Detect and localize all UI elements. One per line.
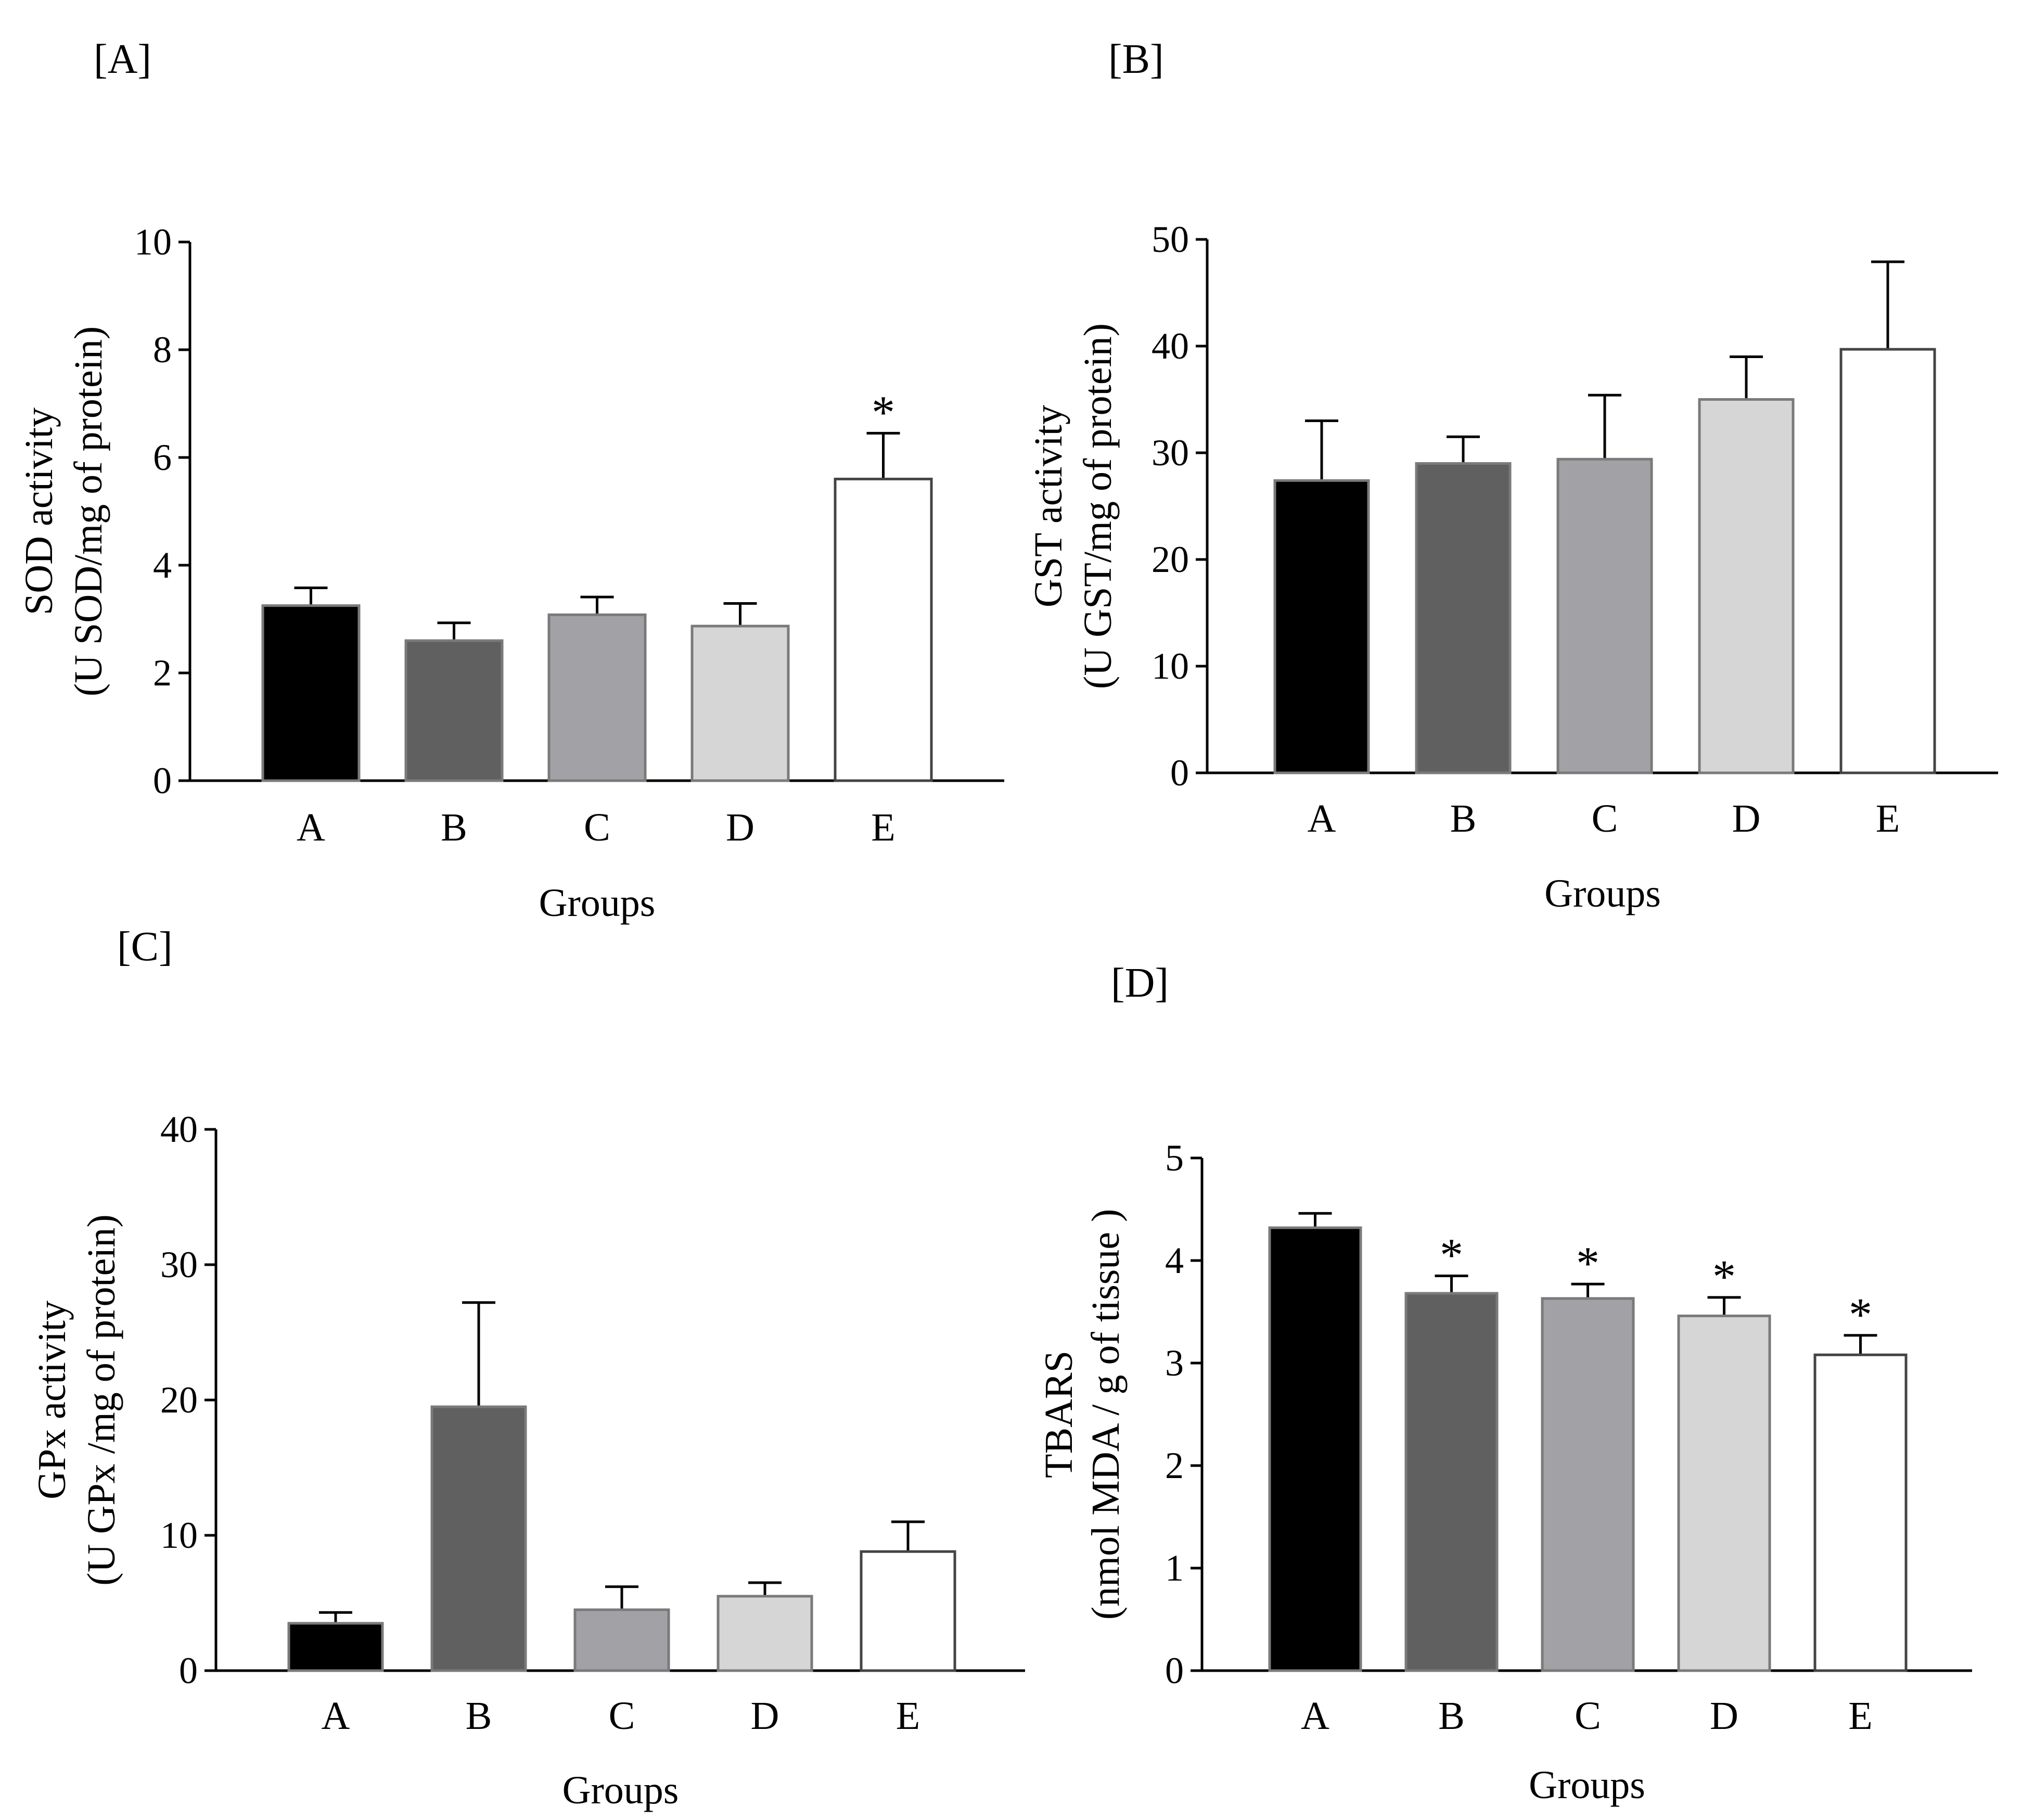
x-tick-label: E xyxy=(896,1694,920,1738)
y-tick-label: 30 xyxy=(160,1244,198,1286)
bar-b xyxy=(404,639,504,782)
bar-e xyxy=(860,1550,956,1672)
y-tick-label: 0 xyxy=(153,760,172,801)
panel-label: [B] xyxy=(1108,36,1164,82)
bar-a xyxy=(1268,1226,1362,1672)
chart-panel-1: [A] 0 2 4 6 8 10 A B C D E * Groups SOD activity (U SOD… xyxy=(17,36,1004,925)
y-tick-label: 0 xyxy=(1170,752,1189,794)
x-tick-label: B xyxy=(466,1694,492,1738)
y-axis-title: GST activity xyxy=(1027,405,1070,607)
significance-marker: * xyxy=(1576,1238,1600,1289)
x-axis-title: Groups xyxy=(1544,872,1661,915)
y-tick-label: 2 xyxy=(1165,1445,1184,1486)
x-axis-title: Groups xyxy=(562,1768,679,1812)
x-tick-label: B xyxy=(1450,797,1477,841)
x-tick-label: B xyxy=(441,806,467,849)
significance-marker: * xyxy=(1712,1251,1736,1303)
x-tick-label: A xyxy=(1308,797,1336,841)
y-tick-label: 6 xyxy=(153,437,172,478)
bar-b xyxy=(1415,462,1512,774)
x-axis-title: Groups xyxy=(539,881,656,925)
y-axis-title: TBARS xyxy=(1037,1351,1081,1478)
y-axis-title: GPx activity xyxy=(30,1301,74,1499)
bar-a xyxy=(1273,479,1370,774)
chart-panel-3: [C] 0 10 20 30 40 A B C D E Groups GPx activity (U GP… xyxy=(30,924,1025,1812)
y-tick-label: 10 xyxy=(1152,645,1189,687)
y-tick-label: 40 xyxy=(160,1109,198,1150)
x-tick-label: E xyxy=(1876,797,1900,841)
bar-e xyxy=(834,477,933,782)
x-tick-label: B xyxy=(1438,1694,1465,1738)
y-tick-label: 3 xyxy=(1165,1342,1184,1384)
y-tick-label: 4 xyxy=(1165,1240,1184,1281)
y-axis-subtitle: (U GST/mg of protein) xyxy=(1076,323,1120,689)
chart-panel-4: [D] 0 1 2 3 4 5 A B * C * D * E * Groups TBARS (nmol MDA /… xyxy=(1037,960,1972,1807)
x-tick-label: D xyxy=(1732,797,1761,841)
y-tick-label: 20 xyxy=(1152,539,1189,580)
x-tick-label: A xyxy=(297,806,325,849)
bar-d xyxy=(690,625,790,782)
bar-b xyxy=(430,1405,527,1672)
x-tick-label: D xyxy=(1710,1694,1738,1738)
bar-c xyxy=(573,1608,670,1672)
bar-d xyxy=(1677,1314,1771,1672)
bar-d xyxy=(717,1595,813,1672)
y-axis-subtitle: (U SOD/mg of protein) xyxy=(67,326,110,696)
x-tick-label: C xyxy=(584,806,610,849)
significance-marker: * xyxy=(1440,1230,1463,1281)
x-tick-label: D xyxy=(751,1694,779,1738)
y-tick-label: 5 xyxy=(1165,1137,1184,1179)
x-tick-label: A xyxy=(1301,1694,1329,1738)
y-tick-label: 0 xyxy=(1165,1650,1184,1691)
significance-marker: * xyxy=(872,387,895,438)
y-axis-title: SOD activity xyxy=(17,408,61,615)
y-tick-label: 8 xyxy=(153,329,172,371)
y-tick-label: 50 xyxy=(1152,219,1189,260)
y-axis-subtitle: (nmol MDA / g of tissue ) xyxy=(1084,1209,1128,1620)
bar-c xyxy=(547,613,647,782)
panel-label: [C] xyxy=(117,924,173,970)
y-tick-label: 1 xyxy=(1165,1547,1184,1589)
y-tick-label: 20 xyxy=(160,1379,198,1421)
bar-e xyxy=(1813,1353,1908,1672)
panel-label: [A] xyxy=(94,36,151,82)
y-axis-subtitle: (U GPx /mg of protein) xyxy=(80,1214,123,1585)
x-tick-label: D xyxy=(726,806,754,849)
x-axis-title: Groups xyxy=(1529,1763,1645,1807)
y-tick-label: 30 xyxy=(1152,432,1189,474)
bar-c xyxy=(1556,457,1653,774)
x-tick-label: E xyxy=(1848,1694,1872,1738)
x-tick-label: A xyxy=(322,1694,350,1738)
x-tick-label: E xyxy=(871,806,895,849)
bar-a xyxy=(287,1622,384,1672)
bar-d xyxy=(1698,398,1795,774)
bar-a xyxy=(261,604,361,782)
chart-panel-2: [B] 0 10 20 30 40 50 A B C D E Groups GST activity (U … xyxy=(1027,36,1998,915)
bar-b xyxy=(1404,1292,1499,1672)
x-tick-label: C xyxy=(609,1694,635,1738)
y-tick-label: 40 xyxy=(1152,325,1189,367)
bar-c xyxy=(1541,1297,1635,1672)
y-tick-label: 4 xyxy=(153,544,172,586)
y-tick-label: 2 xyxy=(153,652,172,694)
bar-e xyxy=(1839,348,1936,774)
significance-marker: * xyxy=(1849,1289,1872,1341)
y-tick-label: 0 xyxy=(179,1650,198,1691)
y-tick-label: 10 xyxy=(160,1514,198,1556)
x-tick-label: C xyxy=(1592,797,1618,841)
panel-label: [D] xyxy=(1111,960,1169,1006)
y-tick-label: 10 xyxy=(134,221,172,263)
x-tick-label: C xyxy=(1575,1694,1601,1738)
